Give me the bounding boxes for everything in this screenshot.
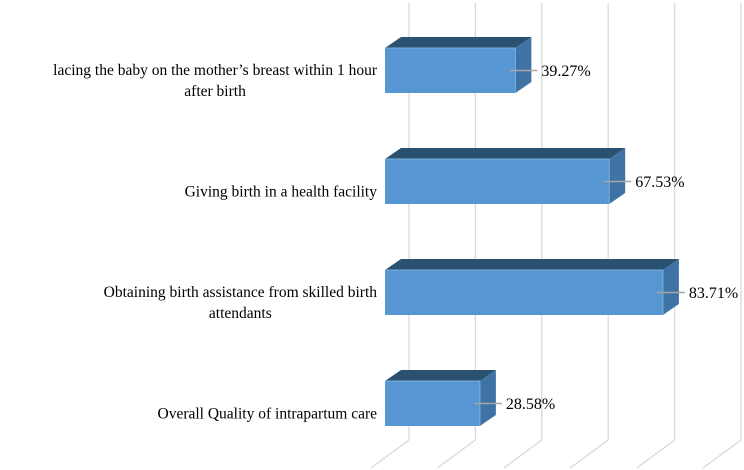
- value-label: 39.27%: [541, 63, 590, 80]
- category-label: Overall Quality of intrapartum care: [157, 405, 378, 423]
- floor-gridline: [569, 439, 609, 469]
- category-label: Giving birth in a health facility: [184, 183, 377, 201]
- value-label: 28.58%: [506, 396, 555, 413]
- bar-side-face: [662, 259, 679, 315]
- floor-gridline: [636, 439, 675, 469]
- value-label: 83.71%: [689, 285, 738, 302]
- category-label: Obtaining birth assistance from skilled …: [103, 284, 377, 322]
- value-label: 67.53%: [635, 174, 684, 191]
- floor-gridline: [370, 439, 410, 469]
- floor-gridline: [702, 439, 742, 469]
- floor-gridline: [437, 439, 476, 469]
- floor-gridline: [503, 439, 543, 469]
- bar-top-face: [385, 37, 532, 48]
- bar-front-face: [385, 159, 610, 204]
- bar-front-face: [385, 381, 480, 426]
- category-label: lacing the baby on the mother’s breast w…: [53, 62, 377, 100]
- bar-side-face: [515, 37, 532, 93]
- bar-front-face: [385, 270, 663, 315]
- bar-top-face: [385, 148, 626, 159]
- bar-side-face: [479, 370, 496, 426]
- bar-front-face: [385, 48, 516, 93]
- bar-top-face: [385, 370, 496, 381]
- bar-side-face: [609, 148, 626, 204]
- bar-top-face: [385, 259, 679, 270]
